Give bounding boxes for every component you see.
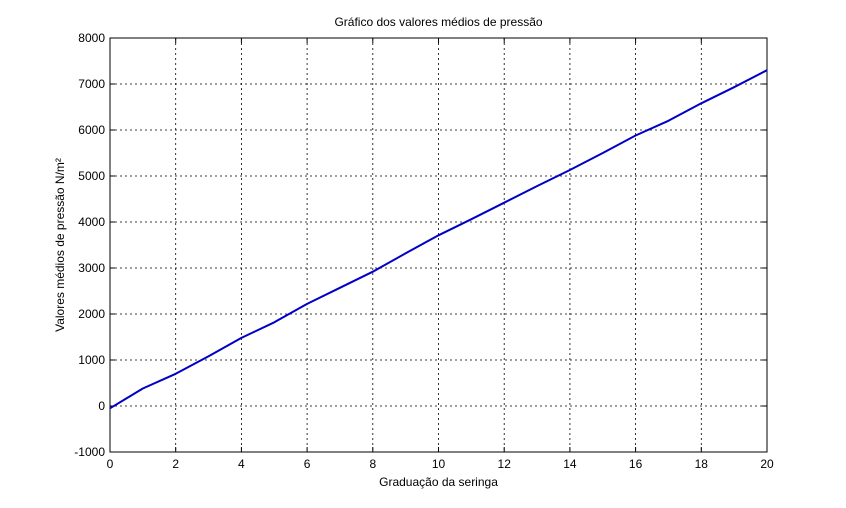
x-tick-label: 10 (432, 457, 446, 471)
y-tick-label: 2000 (78, 307, 105, 321)
series-line (109, 69, 768, 410)
y-tick-label: 8000 (78, 31, 105, 45)
y-tick-label: -1000 (74, 445, 105, 459)
x-tick-label: 2 (172, 457, 179, 471)
x-tick-label: 12 (498, 457, 512, 471)
x-tick-label: 4 (238, 457, 245, 471)
x-tick-label: 14 (563, 457, 577, 471)
axis-ticks: 0 2 4 6 8 10 12 14 16 18 20-1000010002000300040005… (74, 31, 774, 471)
x-axis-label: Graduação da seringa (379, 475, 498, 489)
y-tick-label: 7000 (78, 77, 105, 91)
y-tick-label: 3000 (78, 261, 105, 275)
chart-title: Gráfico dos valores médios de pressão (334, 15, 542, 29)
series (109, 69, 768, 410)
x-tick-label: 0 (107, 457, 114, 471)
y-axis-label: Valores médios de pressão N/m² (53, 158, 67, 332)
x-tick-label: 8 (369, 457, 376, 471)
grid (110, 38, 767, 452)
y-tick-label: 6000 (78, 123, 105, 137)
y-tick-label: 0 (98, 399, 105, 413)
x-tick-label: 20 (760, 457, 774, 471)
y-tick-label: 4000 (78, 215, 105, 229)
x-tick-label: 16 (629, 457, 643, 471)
x-tick-label: 18 (695, 457, 709, 471)
y-tick-label: 1000 (78, 353, 105, 367)
x-tick-label: 6 (304, 457, 311, 471)
y-tick-label: 5000 (78, 169, 105, 183)
